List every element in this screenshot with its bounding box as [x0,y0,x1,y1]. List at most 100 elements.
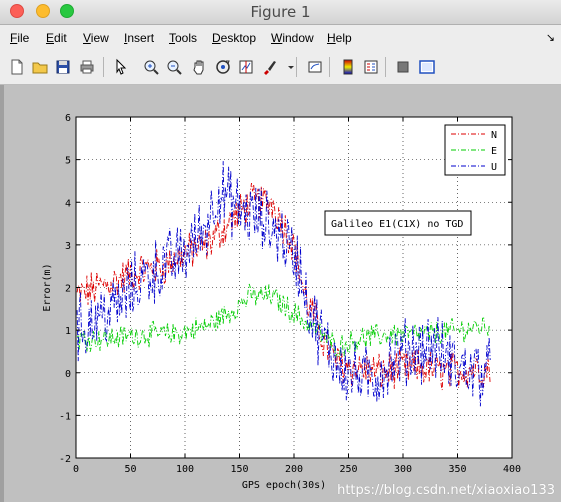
x-tick-label: 300 [394,464,412,475]
zoom-out-icon [167,60,182,75]
annotation-text: Galileo E1(C1X) no TGD [331,219,463,230]
y-tick-label: -2 [59,454,71,465]
window-title-bar: Figure 1 [0,0,561,25]
minimize-window-button[interactable] [36,4,50,18]
legend-label-n: N [491,130,497,141]
y-tick-label: 5 [65,156,71,167]
link-plot-icon [308,61,322,73]
close-window-button[interactable] [10,4,24,18]
menu-window[interactable]: Window [271,31,314,45]
print-button[interactable] [78,58,96,76]
data-cursor-button[interactable] [237,58,255,76]
colorbar-icon [343,59,353,75]
figure-toolbar [0,50,561,85]
series-line-u [76,161,491,407]
show-plot-tools-icon [419,60,435,74]
open-file-icon [32,62,48,74]
menu-view-rest: iew [90,31,109,45]
menu-file-mnemonic: F [10,31,18,45]
y-tick-label: 1 [65,326,71,337]
select-arrow-icon [116,58,127,75]
menu-help-mnemonic: H [327,31,336,45]
x-tick-label: 0 [73,464,79,475]
zoom-in-icon [144,60,159,75]
brush-dropdown-button[interactable] [282,58,294,76]
watermark: https://blog.csdn.net/xiaoxiao133 [337,483,555,498]
menu-window-rest: indow [282,31,314,45]
legend-label-e: E [491,146,497,157]
brush-icon [264,61,276,75]
menu-edit-rest: dit [54,31,67,45]
y-tick-label: 6 [65,113,71,124]
x-tick-label: 100 [176,464,194,475]
select-arrow-button[interactable] [112,58,130,76]
pan-hand-button[interactable] [190,58,208,76]
zoom-out-button[interactable] [165,58,183,76]
dock-arrow-icon[interactable]: ↘ [545,32,555,44]
error-plot: 0 50 100 150 200 250 300 350 400 -2 -1 0 1 2 3 4 5 6 GPS e… [42,113,521,491]
toolbar-separator [103,57,104,77]
y-tick-label: 2 [65,284,71,295]
pan-hand-icon [193,60,204,75]
y-axis-label: Error(m) [42,263,53,311]
save-button[interactable] [54,58,72,76]
menu-edit-mnemonic: E [46,31,55,45]
zoom-in-button[interactable] [142,58,160,76]
menu-desktop-mnemonic: D [212,31,221,45]
save-icon [56,60,70,74]
chevron-down-icon [288,66,294,69]
x-axis-label: GPS epoch(30s) [242,480,326,491]
rotate-3d-button[interactable] [214,58,232,76]
legend-label-u: U [491,162,497,173]
x-tick-label: 50 [124,464,136,475]
new-figure-button[interactable] [8,58,26,76]
series-line-e [77,283,491,359]
colorbar-button[interactable] [339,58,357,76]
toolbar-separator [385,57,386,77]
menu-tools-rest: ools [175,31,198,45]
window-left-edge [0,85,4,502]
hide-plot-tools-icon [397,61,409,73]
menu-edit[interactable]: Edit [46,31,67,45]
y-tick-label: -1 [59,411,71,422]
legend-icon [364,60,378,74]
maximize-window-button[interactable] [60,4,74,18]
y-tick-label: 0 [65,369,71,380]
link-plot-button[interactable] [306,58,324,76]
brush-button[interactable] [260,58,278,76]
menu-help-rest: elp [335,31,352,45]
menu-bar: ↘ File Edit View Insert Tools Desktop Window He… [0,25,561,50]
menu-help[interactable]: Help [327,31,352,45]
menu-view-mnemonic: V [83,31,91,45]
menu-view[interactable]: View [83,31,109,45]
data-cursor-icon [239,60,253,74]
menu-insert-mnemonic: I [124,31,128,45]
menu-file[interactable]: File [10,31,29,45]
print-icon [80,60,94,74]
menu-window-mnemonic: W [271,31,283,45]
show-plot-tools-button[interactable] [418,58,436,76]
open-file-button[interactable] [31,58,49,76]
menu-tools-mnemonic: T [169,31,175,45]
x-tick-label: 150 [230,464,248,475]
new-figure-icon [11,59,23,75]
toolbar-separator [296,57,297,77]
menu-desktop-rest: esktop [220,31,257,45]
menu-desktop[interactable]: Desktop [212,31,256,45]
hide-plot-tools-button[interactable] [394,58,412,76]
legend-button[interactable] [362,58,380,76]
annotation-box [324,210,472,236]
x-tick-label: 200 [285,464,303,475]
x-tick-label: 400 [503,464,521,475]
menu-tools[interactable]: Tools [169,31,197,45]
menu-file-rest: ile [17,31,30,45]
toolbar-separator [329,57,330,77]
window-title: Figure 1 [250,3,311,21]
x-tick-label: 350 [448,464,466,475]
y-tick-label: 4 [65,198,71,209]
x-tick-label: 250 [339,464,357,475]
menu-insert[interactable]: Insert [124,31,154,45]
y-tick-label: 3 [65,241,71,252]
menu-insert-rest: nsert [127,31,155,45]
figure-canvas: 0 50 100 150 200 250 300 350 400 -2 -1 0 1 2 3 4 5 6 GPS e… [0,85,561,502]
